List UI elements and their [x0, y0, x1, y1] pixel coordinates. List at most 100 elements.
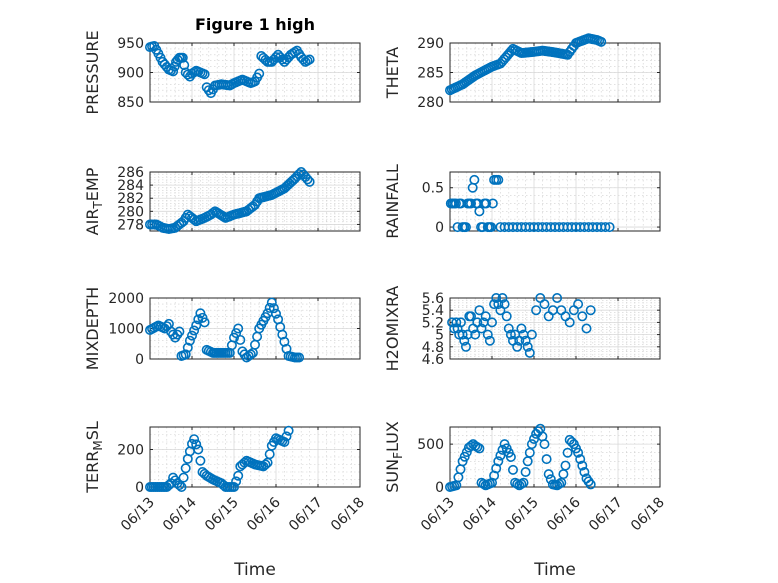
y-axis-label-part: M	[91, 440, 105, 450]
y-axis-label: MIXDEPTH	[83, 287, 102, 370]
data-point	[573, 299, 584, 310]
y-axis-label-part: LUX	[383, 421, 402, 452]
subplot-theta: 280 285 290 THETA	[383, 33, 661, 111]
data-point	[254, 68, 265, 79]
data-point	[176, 481, 187, 492]
data-point	[283, 425, 294, 436]
data-point	[189, 325, 200, 336]
data-point	[505, 329, 516, 340]
y-axis-label: SUNFLUX	[383, 421, 405, 493]
data-point	[474, 206, 485, 217]
data-point	[231, 476, 242, 487]
y-tick-label: 5	[435, 328, 444, 344]
subplot-h2omixra: 4.64.855.25.45.6 H2OMIXRA	[383, 286, 661, 372]
axes-frame	[149, 171, 361, 232]
data-point	[564, 317, 575, 328]
subplot-rainfall: 0 0.5 RAINFALL	[383, 164, 661, 239]
data-point	[304, 54, 315, 65]
data-point	[182, 342, 193, 353]
data-point	[187, 438, 198, 449]
data-point	[281, 431, 292, 442]
data-point	[526, 329, 537, 340]
data-point	[199, 69, 210, 80]
data-point	[497, 292, 508, 303]
data-point	[484, 335, 495, 346]
y-axis-label-part: SL	[83, 421, 102, 440]
data-point	[481, 198, 492, 209]
data-point	[531, 305, 542, 316]
data-point	[233, 470, 244, 481]
data-point	[499, 299, 510, 310]
data-point	[191, 320, 202, 331]
data-point	[600, 222, 611, 233]
data-point	[193, 444, 204, 455]
y-tick-label: 200	[117, 443, 144, 459]
data-point	[560, 460, 571, 471]
y-tick-label: 0	[435, 220, 444, 236]
data-point	[195, 308, 206, 319]
y-tick-label: 0	[135, 480, 144, 496]
data-point	[178, 472, 189, 483]
y-tick-label: 4.6	[422, 352, 444, 368]
y-axis-label-part: TERR	[83, 451, 102, 494]
data-point	[179, 60, 190, 71]
y-axis-label-part: RAINFALL	[383, 164, 402, 239]
data-point	[465, 198, 476, 209]
data-point	[524, 347, 535, 358]
y-axis-label-part: EMP	[83, 167, 102, 201]
data-point	[522, 341, 533, 352]
data-point	[493, 174, 504, 185]
data-point	[449, 323, 460, 334]
data-point	[264, 302, 275, 313]
data-point	[457, 456, 468, 467]
data-point	[486, 317, 497, 328]
data-point	[539, 299, 550, 310]
subplot-mixdepth: 0 1000 2000 MIXDEPTH	[83, 287, 361, 370]
data-point	[177, 52, 188, 63]
data-point	[294, 352, 305, 363]
data-point	[302, 174, 313, 185]
data-point	[268, 303, 279, 314]
data-point	[577, 311, 588, 322]
data-point	[180, 463, 191, 474]
data-point	[294, 169, 305, 180]
data-point	[465, 311, 476, 322]
y-axis-label: H2OMIXRA	[383, 286, 402, 372]
y-tick-label: 285	[417, 66, 444, 82]
data-point	[585, 305, 596, 316]
data-point	[552, 292, 563, 303]
data-point	[460, 341, 471, 352]
y-axis-label-part: MIXDEPTH	[83, 287, 102, 370]
y-tick-label: 5.6	[422, 291, 444, 307]
y-axis-label: RAINFALL	[383, 164, 402, 239]
data-point	[520, 335, 531, 346]
data-point	[581, 323, 592, 334]
y-tick-label: 850	[117, 95, 144, 111]
data-point	[501, 311, 512, 322]
y-axis-label-part: AIR	[83, 209, 102, 236]
data-point	[245, 349, 256, 360]
y-tick-label: 1000	[108, 322, 144, 338]
data-point	[195, 455, 206, 466]
data-point	[168, 66, 179, 77]
data-point	[470, 329, 481, 340]
data-point	[596, 36, 607, 47]
data-point	[233, 323, 244, 334]
data-point	[585, 479, 596, 490]
data-point	[298, 54, 309, 65]
data-point	[579, 466, 590, 477]
data-point	[604, 222, 615, 233]
data-point	[474, 305, 485, 316]
axes-frame	[449, 426, 661, 488]
data-point	[489, 299, 500, 310]
data-point	[174, 480, 185, 491]
y-tick-label: 282	[117, 191, 144, 207]
y-tick-label: 4.8	[422, 340, 444, 356]
data-point	[503, 323, 514, 334]
y-axis-label: THETA	[383, 47, 402, 99]
data-point	[450, 198, 461, 209]
y-axis-label: PRESSURE	[83, 30, 102, 114]
data-point	[184, 335, 195, 346]
